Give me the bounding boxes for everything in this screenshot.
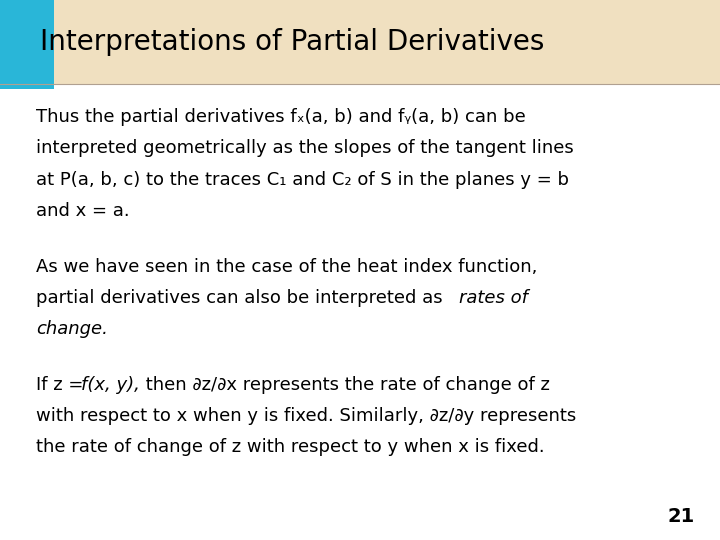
- Text: interpreted geometrically as the slopes of the tangent lines: interpreted geometrically as the slopes …: [36, 139, 574, 157]
- Text: As we have seen in the case of the heat index function,: As we have seen in the case of the heat …: [36, 258, 537, 275]
- Text: Thus the partial derivatives fₓ(a, b) and fᵧ(a, b) can be: Thus the partial derivatives fₓ(a, b) an…: [36, 108, 526, 126]
- Text: the rate of change of z with respect to y when x is fixed.: the rate of change of z with respect to …: [36, 438, 544, 456]
- Bar: [0, 0, 720, 84]
- Text: If z =: If z =: [36, 376, 89, 394]
- Text: and x = a.: and x = a.: [36, 202, 130, 220]
- Text: f(x, y),: f(x, y),: [81, 376, 140, 394]
- Text: Interpretations of Partial Derivatives: Interpretations of Partial Derivatives: [40, 28, 544, 56]
- Text: partial derivatives can also be interpreted as: partial derivatives can also be interpre…: [36, 289, 449, 307]
- Bar: [0, 0, 54, 89]
- Text: with respect to x when y is fixed. Similarly, ∂z/∂y represents: with respect to x when y is fixed. Simil…: [36, 407, 576, 425]
- Text: change.: change.: [36, 320, 108, 338]
- Text: 21: 21: [667, 508, 695, 526]
- Text: at P(a, b, c) to the traces C₁ and C₂ of S in the planes y = b: at P(a, b, c) to the traces C₁ and C₂ of…: [36, 171, 569, 188]
- Text: rates of: rates of: [459, 289, 528, 307]
- Text: then ∂z/∂x represents the rate of change of z: then ∂z/∂x represents the rate of change…: [140, 376, 550, 394]
